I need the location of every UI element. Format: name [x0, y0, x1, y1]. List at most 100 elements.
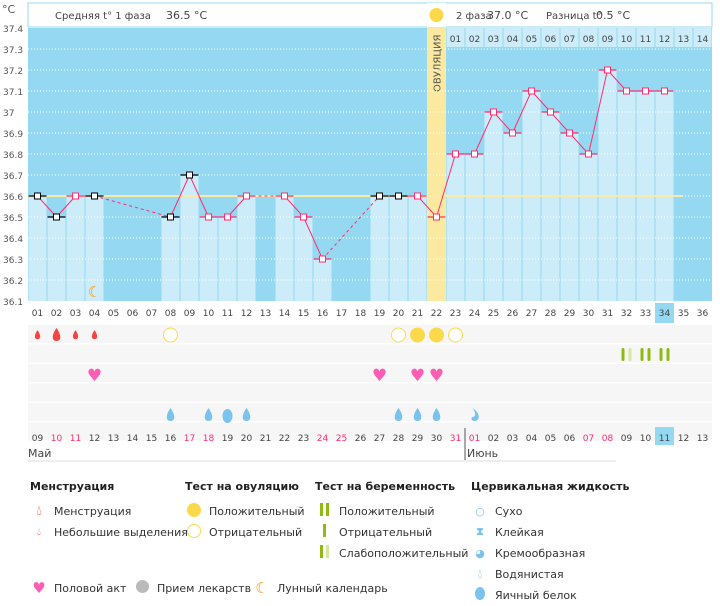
cycle-day-label: 31	[602, 309, 613, 319]
y-tick-label: 37.1	[3, 88, 23, 98]
phase2-day-cell	[503, 28, 522, 47]
calendar-date-label: 21	[260, 434, 271, 444]
temperature-point	[642, 87, 649, 95]
calendar-date-label: 24	[317, 434, 329, 444]
two-bars-icon	[315, 503, 333, 519]
y-tick-label: 36.2	[3, 277, 23, 287]
pregnancy-test-icon	[666, 348, 670, 361]
temperature-point	[490, 108, 497, 116]
temperature-point	[224, 213, 231, 221]
calendar-date-label: 16	[165, 434, 177, 444]
temperature-bar	[579, 154, 598, 301]
heart-icon: ♥	[372, 366, 387, 386]
phase2-day-cell	[617, 28, 636, 47]
calendar-date-label: 12	[89, 434, 100, 444]
temperature-point	[53, 213, 60, 221]
legend-other: ♥ Половой акт Прием лекарств ☾ Лунный кале…	[30, 578, 387, 599]
ovulation-label: ОВУЛЯЦИЯ	[433, 35, 444, 93]
phase2-value: 37.0 °C	[487, 9, 528, 22]
calendar-date-label: 19	[222, 434, 234, 444]
legend-label: Клейкая	[495, 525, 544, 539]
phase2-day-cell	[560, 28, 579, 47]
blood-drop-icon: 💧︎	[36, 503, 42, 519]
watery-icon	[242, 408, 251, 421]
temperature-bar	[161, 217, 180, 301]
cycle-day-label: 23	[450, 309, 461, 319]
ovulation-test-negative-icon	[391, 327, 406, 343]
temperature-point	[205, 213, 212, 221]
phase2-day-label: 12	[659, 35, 670, 45]
calendar-date-label: 08	[602, 434, 614, 444]
month-label: Июнь	[467, 447, 498, 460]
ovulation-column	[427, 28, 446, 301]
y-tick-label: 36.6	[3, 193, 23, 203]
calendar-date-label: 23	[298, 434, 309, 444]
cycle-day-label: 05	[108, 309, 119, 319]
temperature-bar	[218, 217, 237, 301]
temperature-point	[433, 213, 440, 221]
phase2-day-cell	[655, 28, 674, 47]
calendar-date-label: 27	[374, 434, 385, 444]
pregnancy-test-icon	[640, 348, 644, 361]
cycle-day-label: 06	[127, 309, 139, 319]
phase2-day-label: 11	[640, 35, 651, 45]
phase2-day-cell	[693, 28, 712, 47]
temperature-bar	[180, 175, 199, 301]
cycle-day-label: 20	[393, 309, 405, 319]
temperature-point	[547, 108, 554, 116]
legend-label: Слабоположительный	[339, 546, 469, 560]
calendar-date-label: 31	[450, 434, 461, 444]
y-tick-label: 36.4	[3, 235, 23, 245]
y-tick-label: 36.1	[3, 298, 23, 308]
temperature-point	[300, 213, 307, 221]
legend-label: Положительный	[339, 504, 435, 518]
temperature-point	[471, 150, 478, 158]
legend-label: Положительный	[209, 504, 305, 518]
cycle-day-label: 11	[222, 309, 233, 319]
eggwhite-icon	[222, 409, 233, 423]
diff-label: Разница t°	[546, 11, 602, 22]
temperature-segment	[322, 195, 380, 260]
legend-label: Половой акт	[54, 581, 127, 595]
temperature-segment	[436, 153, 456, 218]
calendar-date-label: 30	[431, 434, 443, 444]
blood-drop-icon	[91, 330, 98, 340]
sun-icon	[429, 8, 444, 22]
calendar-date-label: 26	[355, 434, 367, 444]
one-bar-icon	[315, 524, 333, 540]
event-row	[28, 364, 712, 382]
legend-title: Менструация	[30, 480, 115, 493]
event-row	[28, 422, 712, 441]
temperature-point	[376, 192, 383, 200]
pregnancy-test-icon	[659, 348, 663, 361]
phase2-day-cell	[636, 28, 655, 47]
cycle-day-label: 10	[203, 309, 215, 319]
sticky-icon: ⧗	[476, 525, 484, 538]
cycle-day-label: 08	[165, 309, 177, 319]
temperature-point	[585, 150, 592, 158]
cycle-day-label: 27	[526, 309, 537, 319]
temperature-bar	[370, 196, 389, 301]
event-row	[28, 383, 712, 402]
phase2-day-label: 02	[469, 35, 480, 45]
cycle-day-label: 03	[70, 309, 81, 319]
phase2-day-cell	[579, 28, 598, 47]
heart-icon: ♥	[429, 366, 444, 386]
legend-label: Отрицательный	[209, 525, 303, 539]
watery-icon	[432, 408, 441, 421]
cycle-day-label: 35	[678, 309, 689, 319]
cycle-day-label: 36	[697, 309, 709, 319]
phase2-day-label: 06	[545, 35, 557, 45]
pregnancy-test-icon	[628, 348, 632, 361]
y-unit: °C	[2, 3, 16, 16]
cycle-day-label: 21	[412, 309, 423, 319]
phase2-day-cell	[674, 28, 693, 47]
calendar-date-label: 29	[412, 434, 424, 444]
blood-drop-icon	[52, 328, 61, 341]
phase2-day-label: 08	[583, 35, 595, 45]
calendar-date-label: 01	[469, 434, 480, 444]
creamy-icon: ◕	[475, 546, 485, 560]
temperature-segment	[512, 90, 532, 134]
temperature-bar	[560, 133, 579, 301]
